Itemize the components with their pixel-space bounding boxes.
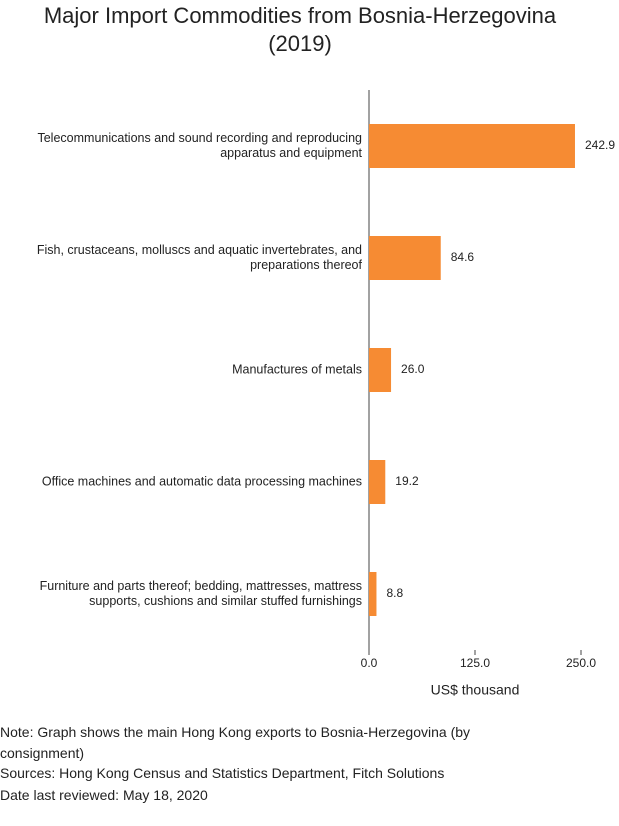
value-label: 19.2 — [395, 474, 419, 488]
bar — [369, 348, 392, 392]
bar — [369, 460, 386, 504]
value-label: 8.8 — [386, 586, 403, 600]
value-label: 242.9 — [585, 138, 615, 152]
bar — [369, 124, 575, 168]
footnote: Sources: Hong Kong Census and Statistics… — [0, 765, 445, 781]
y-tick-label: Manufactures of metals — [232, 362, 362, 377]
x-tick-label: 250.0 — [566, 656, 596, 670]
bar — [369, 572, 377, 616]
bar — [369, 236, 441, 280]
y-tick-label: Fish, crustaceans, molluscs and aquatic … — [36, 243, 362, 272]
footnote: Date last reviewed: May 18, 2020 — [0, 787, 208, 803]
y-tick-label: Telecommunications and sound recording a… — [37, 131, 362, 160]
x-tick-label: 125.0 — [460, 656, 490, 670]
value-label: 84.6 — [451, 250, 475, 264]
footnote: Note: Graph shows the main Hong Kong exp… — [0, 724, 471, 761]
x-tick-label: 0.0 — [361, 656, 378, 670]
y-tick-label: Office machines and automatic data proce… — [41, 474, 362, 489]
value-label: 26.0 — [401, 362, 425, 376]
x-axis-label: US$ thousand — [431, 682, 520, 698]
chart-title: Major Import Commodities from Bosnia-Her… — [43, 3, 557, 56]
y-tick-label: Furniture and parts thereof; bedding, ma… — [39, 579, 362, 608]
